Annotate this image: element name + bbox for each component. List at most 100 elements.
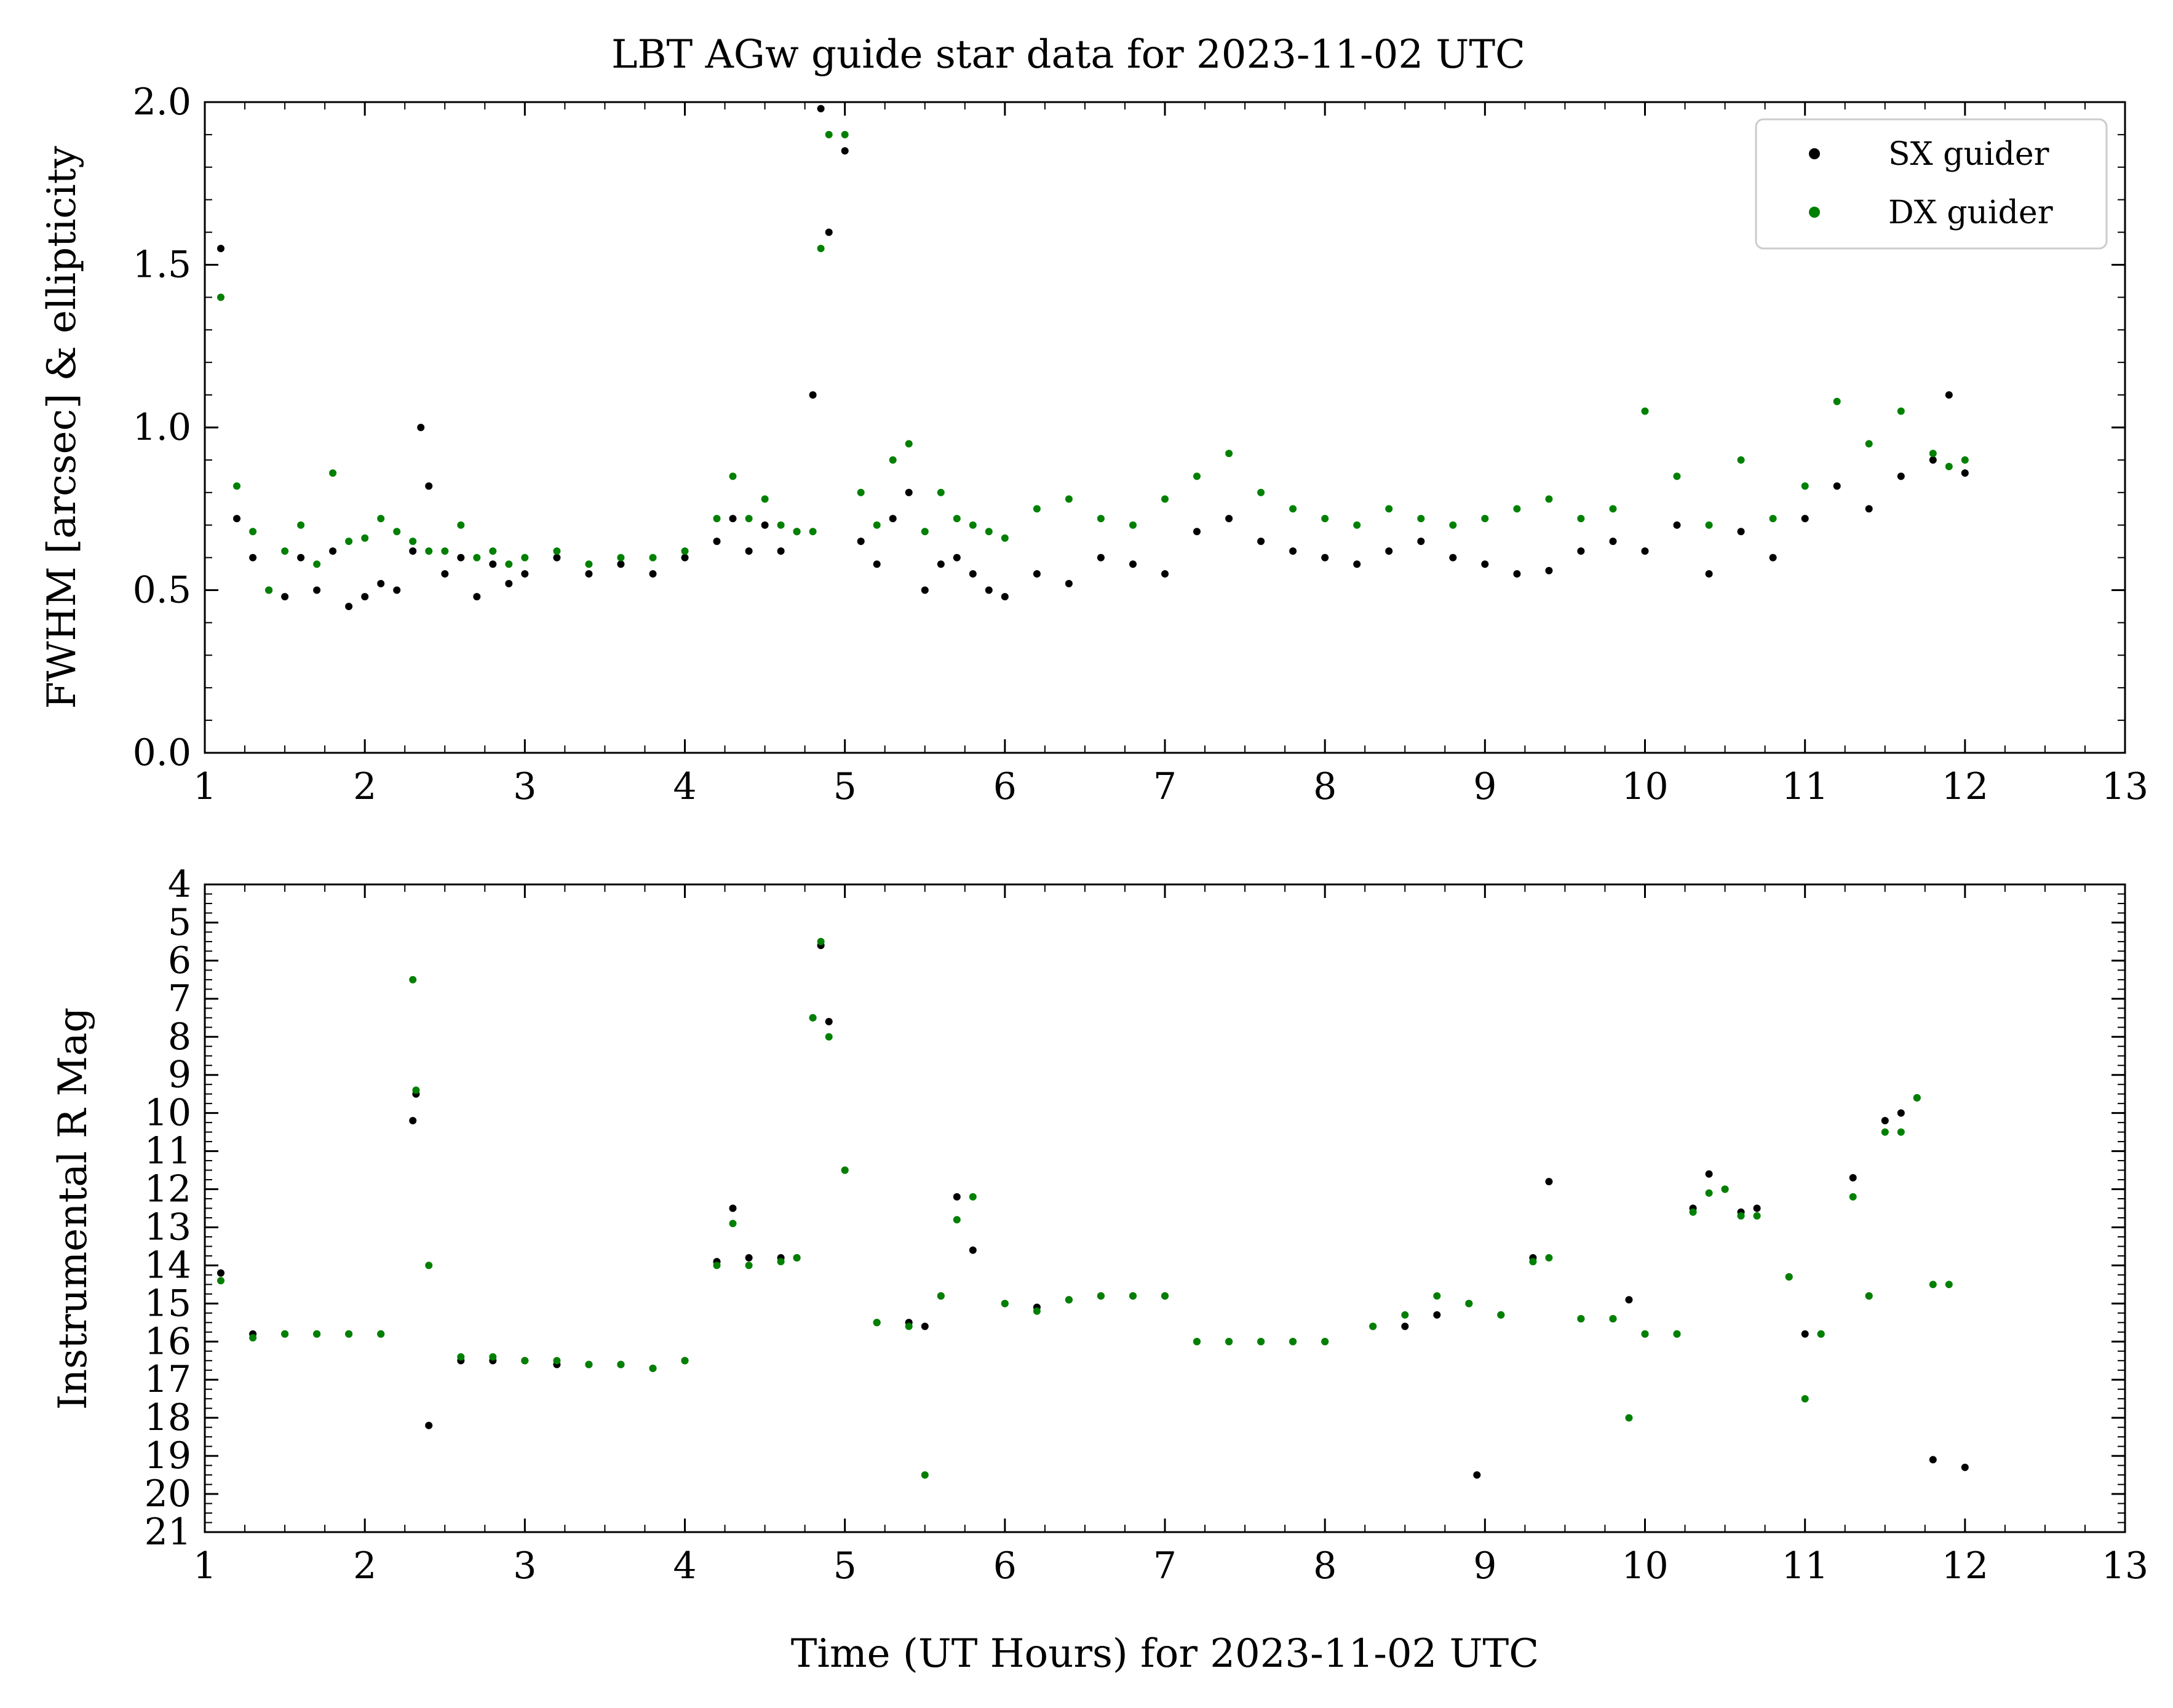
fwhm-point-sx [1961,469,1969,477]
magnitude-point-dx [713,1261,721,1269]
fwhm-point-sx [1385,547,1393,555]
magnitude-x-tick-label: 7 [1153,1544,1177,1587]
magnitude-point-dx [1065,1296,1073,1304]
magnitude-y-tick-label: 16 [145,1320,191,1363]
fwhm-y-tick-label: 1.0 [133,406,191,449]
fwhm-point-dx [393,528,401,536]
fwhm-point-dx [681,547,689,555]
fwhm-point-sx [1129,560,1137,568]
fwhm-point-sx [841,147,849,155]
fwhm-point-dx [313,560,321,568]
magnitude-point-dx [921,1471,929,1479]
fwhm-point-sx [1801,515,1809,523]
fwhm-point-sx [1609,538,1617,546]
fwhm-point-sx [233,515,240,523]
fwhm-x-tick-label: 6 [993,765,1017,808]
fwhm-point-dx [1545,495,1553,503]
magnitude-point-sx [1705,1170,1713,1178]
fwhm-x-tick-label: 11 [1781,765,1828,808]
fwhm-x-tick-label: 13 [2102,765,2148,808]
magnitude-point-dx [281,1330,289,1338]
magnitude-point-dx [1753,1212,1761,1220]
magnitude-point-sx [1625,1296,1633,1304]
fwhm-y-axis-label: FWHM [arcsec] & ellipticity [39,146,85,709]
fwhm-point-dx [1769,515,1777,523]
fwhm-point-sx [473,593,481,601]
magnitude-point-dx [1721,1185,1729,1193]
magnitude-point-dx [217,1277,224,1285]
fwhm-point-dx [1385,505,1393,513]
magnitude-point-dx [1529,1258,1537,1266]
fwhm-point-dx [1161,495,1169,503]
fwhm-point-sx [1065,579,1073,587]
fwhm-point-dx [729,472,737,480]
fwhm-x-tick-label: 12 [1942,765,1988,808]
magnitude-point-dx [1705,1189,1713,1197]
legend: SX guider DX guider [1755,118,2108,250]
magnitude-point-dx [953,1216,961,1224]
magnitude-point-dx [553,1357,561,1365]
fwhm-point-dx [1193,472,1201,480]
magnitude-point-dx [489,1353,497,1361]
legend-label-sx: SX guider [1888,136,2049,173]
magnitude-point-dx [1001,1300,1009,1308]
magnitude-y-tick-label: 9 [168,1054,191,1097]
fwhm-point-sx [1545,566,1553,574]
magnitude-point-dx [377,1330,385,1338]
fwhm-point-sx [953,554,961,562]
fwhm-point-dx [217,293,224,301]
magnitude-point-dx [937,1292,945,1300]
magnitude-x-tick-label: 12 [1942,1544,1988,1587]
magnitude-point-dx [412,1086,420,1094]
magnitude-y-tick-label: 4 [168,863,191,906]
magnitude-point-dx [1161,1292,1169,1300]
magnitude-y-tick-label: 11 [145,1130,191,1173]
magnitude-panel: 1 2 3 4 5 6 7 8 9 10 11 12 1345678910111213141516171… [50,863,2148,1677]
fwhm-point-dx [1705,521,1713,529]
fwhm-point-dx [921,528,929,536]
magnitude-point-dx [1801,1395,1809,1403]
fwhm-point-sx [417,424,425,431]
magnitude-point-sx [1433,1311,1441,1319]
fwhm-x-tick-label: 8 [1313,765,1337,808]
magnitude-point-dx [1289,1338,1297,1346]
fwhm-point-dx [1513,505,1521,513]
fwhm-point-sx [1833,482,1841,490]
fwhm-point-dx [505,560,513,568]
fwhm-point-sx [553,554,561,562]
fwhm-point-dx [1865,440,1873,448]
fwhm-point-dx [1641,407,1649,415]
magnitude-y-tick-label: 8 [168,1015,191,1059]
fwhm-point-sx [489,560,497,568]
magnitude-point-dx [1689,1208,1697,1216]
fwhm-point-dx [521,554,529,562]
figure-title: LBT AGw guide star data for 2023-11-02 U… [611,32,1525,77]
magnitude-y-tick-label: 5 [168,901,191,944]
magnitude-point-sx [1753,1204,1761,1212]
fwhm-point-dx [345,538,353,546]
magnitude-point-dx [457,1353,465,1361]
magnitude-point-sx [1881,1117,1889,1124]
fwhm-point-dx [809,528,817,536]
fwhm-point-dx [841,130,849,138]
fwhm-point-dx [329,469,337,477]
magnitude-point-dx [585,1360,593,1368]
fwhm-point-sx [817,105,825,113]
magnitude-point-dx [1673,1330,1681,1338]
magnitude-point-dx [345,1330,353,1338]
fwhm-point-dx [265,586,273,594]
fwhm-point-dx [857,488,865,496]
fwhm-point-sx [441,570,449,578]
fwhm-point-sx [1513,570,1521,578]
magnitude-x-tick-label: 3 [513,1544,536,1587]
magnitude-x-axis-label: Time (UT Hours) for 2023-11-02 UTC [791,1631,1539,1677]
magnitude-point-dx [1465,1300,1473,1308]
magnitude-point-dx [1849,1193,1857,1201]
magnitude-point-dx [1785,1273,1793,1281]
fwhm-point-dx [905,440,913,448]
magnitude-x-tick-label: 13 [2102,1544,2148,1587]
magnitude-point-dx [1881,1128,1889,1136]
fwhm-point-dx [553,547,561,555]
fwhm-point-sx [393,586,401,594]
fwhm-point-sx [777,547,785,555]
